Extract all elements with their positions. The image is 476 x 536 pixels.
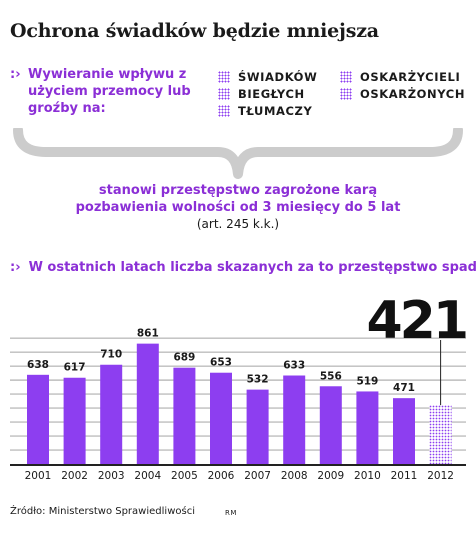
data-label: 617	[64, 362, 86, 374]
data-label: 710	[100, 349, 122, 361]
group-label: ŚWIADKÓW	[238, 70, 318, 84]
bar	[173, 367, 196, 464]
x-tick-label: 2009	[317, 470, 344, 482]
data-label: 653	[210, 357, 232, 369]
bullet-arrow-icon: :›	[10, 67, 21, 82]
group-item: OSKARŻYCIELI	[340, 70, 460, 84]
group-label: OSKARŻYCIELI	[360, 70, 461, 84]
curly-brace-icon	[13, 128, 463, 179]
dotted-square-icon	[340, 71, 352, 83]
data-label-highlight: 421	[366, 291, 466, 351]
penalty-reference: (art. 245 k.k.)	[196, 217, 280, 231]
data-label: 633	[283, 360, 305, 372]
bar	[393, 398, 415, 464]
x-tick-label: 2004	[134, 470, 161, 482]
page-title: Ochrona świadków będzie mniejsza	[10, 20, 379, 42]
data-label: 556	[320, 370, 342, 382]
group-label: TŁUMACZY	[238, 104, 313, 118]
group-item: ŚWIADKÓW	[218, 70, 317, 84]
bar	[319, 386, 342, 464]
x-tick-label: 2012	[427, 470, 454, 482]
source-note: Źródło: Ministerstwo Sprawiedliwości	[10, 506, 195, 517]
penalty-line-2: pozbawienia wolności od 3 miesięcy do 5 …	[75, 200, 401, 215]
intro-block: :› Wywieranie wpływu z użyciem przemocy …	[10, 66, 210, 116]
bullet-arrow-icon: :›	[10, 260, 21, 275]
bar	[210, 372, 232, 464]
dotted-square-icon	[340, 88, 352, 100]
group-label: BIEGŁYCH	[238, 87, 305, 101]
group-item: OSKARŻONYCH	[340, 87, 465, 101]
data-label: 471	[393, 382, 415, 394]
x-tick-label: 2007	[244, 470, 271, 482]
bar	[246, 389, 269, 464]
chart-heading-text: W ostatnich latach liczba skazanych za t…	[28, 260, 476, 275]
group-item: TŁUMACZY	[218, 104, 312, 118]
bar	[136, 343, 159, 464]
data-label: 638	[27, 359, 49, 371]
data-label: 689	[173, 352, 195, 364]
x-tick-label: 2008	[281, 470, 308, 482]
x-tick-label: 2005	[171, 470, 198, 482]
x-tick-label: 2001	[25, 470, 52, 482]
dotted-square-icon	[218, 88, 230, 100]
bar	[63, 377, 86, 464]
bar	[27, 374, 49, 464]
author-initials: RM	[225, 509, 237, 517]
dotted-square-icon	[218, 71, 230, 83]
dotted-square-icon	[218, 105, 230, 117]
bar	[283, 375, 306, 464]
group-label: OSKARŻONYCH	[360, 87, 466, 101]
data-label: 519	[356, 375, 378, 387]
intro-text: Wywieranie wpływu z użyciem przemocy lub…	[28, 67, 191, 116]
bar	[100, 364, 123, 464]
bar	[429, 405, 452, 464]
group-item: BIEGŁYCH	[218, 87, 305, 101]
penalty-line-1: stanowi przestępstwo zagrożone karą	[98, 183, 378, 198]
x-tick-label: 2002	[61, 470, 88, 482]
bar	[356, 391, 379, 464]
x-tick-label: 2010	[354, 470, 381, 482]
x-tick-label: 2011	[391, 470, 418, 482]
data-label: 532	[247, 374, 269, 386]
x-tick-label: 2003	[98, 470, 125, 482]
chart-heading: :› W ostatnich latach liczba skazanych za…	[10, 260, 476, 275]
data-label: 861	[137, 328, 159, 340]
x-tick-label: 2006	[208, 470, 235, 482]
